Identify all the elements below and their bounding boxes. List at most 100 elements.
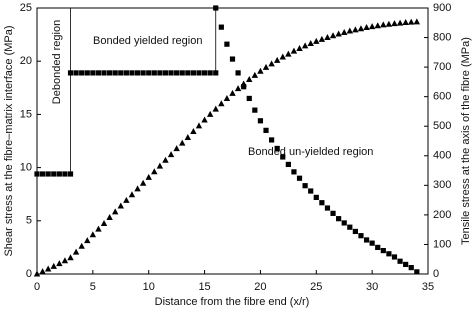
triangle-point bbox=[324, 34, 331, 41]
x-tick-label: 0 bbox=[34, 281, 40, 293]
square-point bbox=[67, 70, 74, 76]
y2-tick-label: 700 bbox=[433, 61, 451, 73]
triangle-point bbox=[56, 260, 63, 267]
square-point bbox=[151, 70, 157, 76]
triangle-point bbox=[335, 30, 342, 37]
square-point bbox=[241, 84, 247, 90]
square-point bbox=[414, 269, 420, 275]
triangle-point bbox=[352, 26, 359, 33]
square-point bbox=[62, 171, 68, 177]
triangle-point bbox=[357, 25, 365, 32]
triangle-point bbox=[285, 50, 292, 57]
square-point bbox=[107, 70, 113, 76]
square-point bbox=[213, 70, 219, 76]
annotation: Debonded region bbox=[51, 20, 63, 104]
triangle-point bbox=[246, 76, 253, 83]
y2-tick-label: 600 bbox=[433, 91, 451, 103]
triangle-point bbox=[84, 237, 91, 244]
triangle-point bbox=[39, 268, 46, 275]
square-point bbox=[291, 169, 297, 175]
square-point bbox=[313, 194, 319, 200]
square-point bbox=[391, 254, 398, 260]
square-point bbox=[263, 127, 269, 133]
square-point bbox=[280, 154, 286, 160]
square-point bbox=[118, 70, 124, 76]
triangle-point bbox=[318, 35, 326, 42]
triangle-point bbox=[234, 85, 242, 92]
square-point bbox=[56, 171, 62, 177]
y-tick-label: 5 bbox=[26, 215, 32, 227]
square-point bbox=[285, 161, 291, 168]
square-point bbox=[324, 205, 331, 211]
square-point bbox=[79, 70, 85, 76]
square-point bbox=[168, 70, 174, 76]
square-point bbox=[84, 70, 90, 76]
triangle-point bbox=[329, 32, 337, 39]
triangle-point bbox=[296, 44, 303, 51]
y-tick-label: 25 bbox=[20, 2, 32, 14]
triangle-point bbox=[78, 242, 85, 249]
plot-frame bbox=[36, 7, 429, 275]
square-point bbox=[408, 265, 414, 271]
x-tick-label: 25 bbox=[310, 281, 322, 293]
square-point bbox=[157, 70, 163, 76]
square-point bbox=[403, 261, 409, 268]
y-tick-label: 10 bbox=[20, 162, 32, 174]
triangle-point bbox=[212, 105, 219, 112]
square-point bbox=[67, 171, 74, 177]
square-point bbox=[196, 70, 202, 76]
y-tick-label: 0 bbox=[26, 268, 32, 280]
triangle-point bbox=[117, 202, 124, 209]
square-point bbox=[134, 70, 141, 76]
triangle-point bbox=[123, 196, 130, 203]
triangle-point bbox=[380, 21, 387, 28]
triangle-point bbox=[134, 185, 141, 192]
square-point bbox=[146, 70, 152, 76]
triangle-point bbox=[179, 139, 186, 146]
triangle-point bbox=[162, 156, 169, 163]
y-axis-label: Shear stress at the fibre–matrix interfa… bbox=[3, 25, 15, 256]
triangle-point bbox=[391, 20, 398, 27]
y2-tick-label: 900 bbox=[433, 2, 451, 14]
y2-axis-label: Tensile stress at the axis of the fibre … bbox=[460, 37, 472, 245]
y-tick-label: 20 bbox=[20, 55, 32, 67]
triangle-point bbox=[408, 18, 415, 25]
triangle-point bbox=[190, 128, 197, 135]
square-point bbox=[341, 220, 347, 226]
square-point bbox=[352, 228, 358, 235]
triangle-point bbox=[72, 248, 80, 255]
triangle-point bbox=[100, 219, 108, 226]
triangle-point bbox=[413, 18, 421, 25]
square-point bbox=[369, 240, 375, 246]
y2-tick-label: 400 bbox=[433, 150, 451, 162]
x-axis-label: Distance from the fibre end (x/r) bbox=[155, 296, 310, 308]
triangle-point bbox=[112, 208, 119, 215]
square-point bbox=[190, 70, 196, 76]
square-point bbox=[336, 216, 342, 222]
triangle-point bbox=[173, 145, 180, 152]
triangle-point bbox=[89, 231, 97, 238]
triangle-point bbox=[268, 60, 275, 67]
triangle-point bbox=[402, 18, 409, 25]
triangle-point bbox=[206, 110, 214, 117]
triangle-point bbox=[273, 56, 281, 63]
square-point bbox=[296, 175, 303, 181]
square-point bbox=[112, 70, 118, 76]
square-point bbox=[45, 171, 51, 177]
triangle-point bbox=[195, 122, 203, 129]
square-point bbox=[129, 70, 135, 76]
annotation: Bonded yielded region bbox=[93, 35, 202, 47]
square-point bbox=[386, 251, 392, 257]
x-tick-label: 10 bbox=[143, 281, 155, 293]
square-point bbox=[213, 5, 219, 11]
x-tick-label: 30 bbox=[366, 281, 378, 293]
square-point bbox=[39, 171, 46, 177]
square-point bbox=[51, 171, 57, 177]
square-point bbox=[73, 70, 79, 76]
square-point bbox=[358, 233, 364, 239]
x-tick-label: 15 bbox=[198, 281, 210, 293]
square-point bbox=[207, 70, 213, 76]
y2-tick-label: 500 bbox=[433, 120, 451, 132]
square-point bbox=[397, 258, 403, 264]
triangle-point bbox=[128, 191, 136, 198]
